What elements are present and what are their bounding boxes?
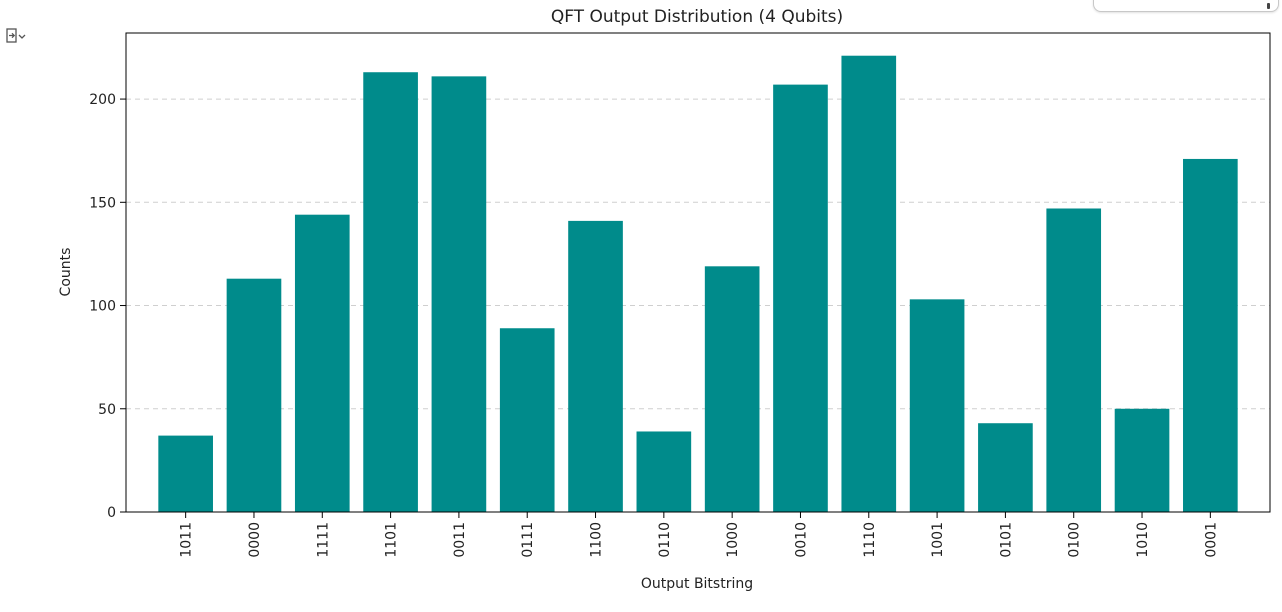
bar-0011 xyxy=(431,76,487,512)
x-tick-label-0011: 0011 xyxy=(452,522,468,558)
x-tick-label-1111: 1111 xyxy=(315,522,331,558)
bar-1111 xyxy=(294,214,350,513)
x-tick-label-1000: 1000 xyxy=(725,522,741,558)
x-tick-label-0001: 0001 xyxy=(1203,522,1219,558)
plot-area-frame xyxy=(125,32,1271,513)
bar-0100 xyxy=(1046,208,1102,512)
chart-title: QFT Output Distribution (4 Qubits) xyxy=(551,7,843,27)
more-vert-icon[interactable] xyxy=(1267,3,1270,9)
bar-0111 xyxy=(499,328,555,512)
x-tick-label-1001: 1001 xyxy=(930,522,946,558)
x-tick-label-1010: 1010 xyxy=(1135,522,1151,558)
y-tick-label: 150 xyxy=(89,195,116,211)
y-tick-label: 0 xyxy=(107,505,116,521)
y-tick-label: 50 xyxy=(98,402,116,418)
x-axis: 1011 0000 1111 1101 0011 0111 1100 0110 1000 0010… xyxy=(179,512,1219,558)
bar-0001 xyxy=(1183,158,1238,512)
y-axis-title: Counts xyxy=(58,248,74,297)
bar-1100 xyxy=(568,220,623,513)
x-tick-label-1100: 1100 xyxy=(589,522,605,558)
y-tick-label: 100 xyxy=(89,299,116,315)
bar-0110 xyxy=(636,431,692,512)
x-axis-title: Output Bitstring xyxy=(641,576,753,592)
output-expand-icon[interactable] xyxy=(5,27,27,45)
x-tick-label-1101: 1101 xyxy=(384,522,400,558)
cell-toolbar[interactable] xyxy=(1093,0,1279,12)
bar-1001 xyxy=(909,299,965,512)
bar-1101 xyxy=(363,72,418,512)
bar-1011 xyxy=(158,435,213,512)
x-tick-label-0000: 0000 xyxy=(247,522,263,558)
x-tick-label-0111: 0111 xyxy=(520,522,536,558)
x-tick-label-0110: 0110 xyxy=(657,522,673,558)
x-tick-label-0100: 0100 xyxy=(1067,522,1083,558)
y-axis: 0 50 100 150 200 xyxy=(89,92,126,521)
bar-0010 xyxy=(773,84,828,512)
y-tick-label: 200 xyxy=(89,92,116,108)
x-tick-label-1011: 1011 xyxy=(179,522,195,558)
bar-1110 xyxy=(841,55,897,512)
bars xyxy=(158,55,1238,513)
bar-0101 xyxy=(978,423,1033,512)
bar-1010 xyxy=(1114,408,1170,512)
x-tick-label-0010: 0010 xyxy=(793,522,809,558)
bar-1000 xyxy=(704,266,760,512)
x-tick-label-1110: 1110 xyxy=(862,522,878,558)
bar-0000 xyxy=(226,278,282,512)
x-tick-label-0101: 0101 xyxy=(998,522,1014,558)
